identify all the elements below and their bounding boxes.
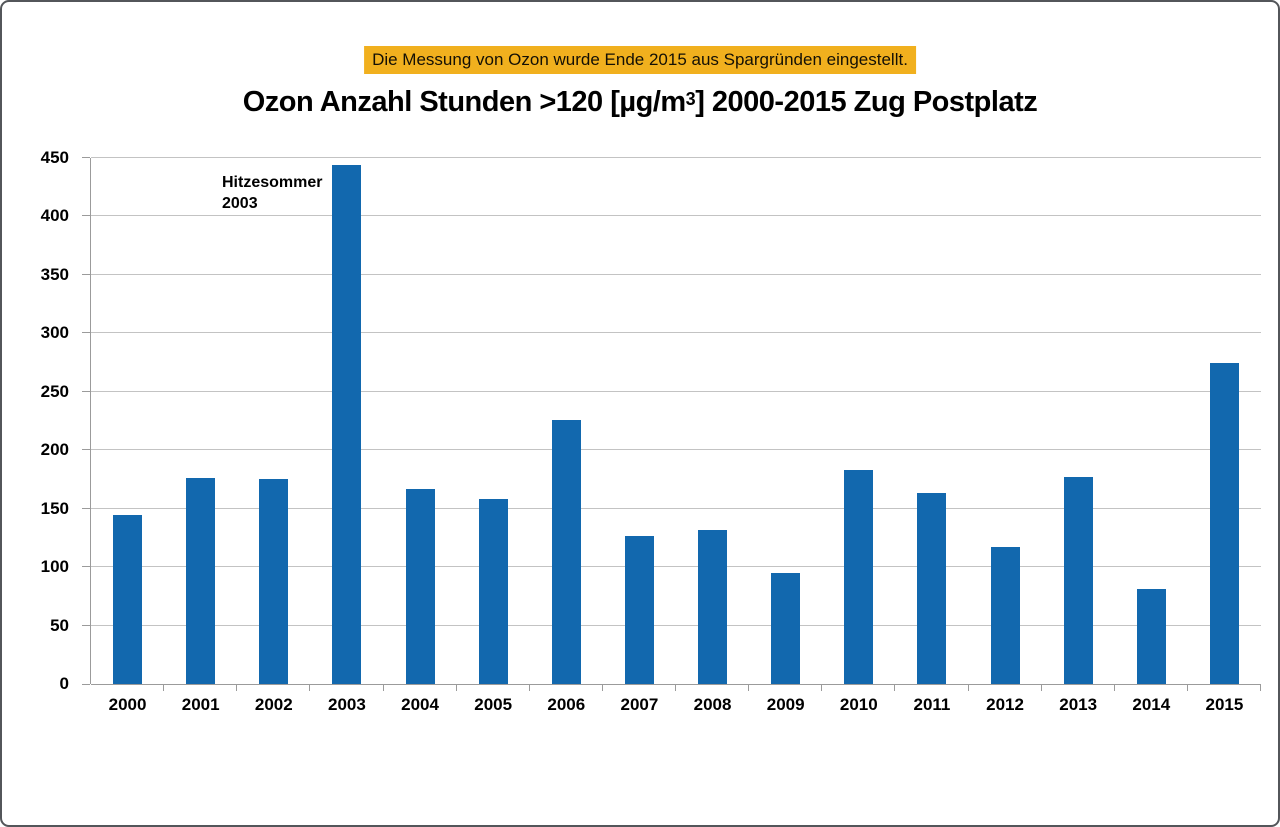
bar-2000 [113,514,143,684]
y-axis-tick [82,507,90,509]
chart-title-part2: ] 2000-2015 Zug Postplatz [695,86,1038,118]
bar-2015 [1209,362,1239,684]
y-axis-tick [82,273,90,275]
y-tick-label: 0 [59,674,69,693]
notice-banner: Die Messung von Ozon wurde Ende 2015 aus… [364,46,916,74]
gridline [91,157,1261,158]
bar-2011 [917,493,947,684]
annotation-line2: 2003 [222,195,258,212]
x-tick-label: 2004 [401,695,439,714]
x-axis-tick [528,684,530,691]
y-axis-tick [82,449,90,451]
y-tick-label: 200 [40,440,69,460]
y-axis-tick [82,566,90,568]
x-axis-tick [455,684,457,691]
x-tick-label: 2015 [1205,695,1244,714]
x-axis-tick [1113,684,1115,691]
y-tick-label: 350 [40,264,69,284]
gridline [91,390,1261,392]
x-axis-tick [1186,684,1188,691]
bar-2008 [698,529,728,684]
bar-2003 [332,165,362,684]
y-tick-label: 300 [40,323,69,343]
x-tick-label: 2002 [254,695,293,714]
x-axis-tick [675,684,676,691]
bar-2013 [1063,477,1093,684]
x-axis-tick [894,684,896,691]
y-tick-label: 50 [50,615,69,635]
bar-2014 [1136,589,1166,684]
y-tick-label: 250 [40,381,69,401]
x-tick-label: 2006 [547,695,586,714]
x-axis-tick [1260,684,1261,691]
gridline [91,449,1261,451]
y-tick-label: 450 [40,148,69,167]
x-tick-label: 2010 [839,695,878,714]
x-tick-label: 2012 [986,695,1024,714]
x-tick-label: 2007 [620,695,659,714]
bar-2007 [624,535,654,684]
x-tick-label: 2000 [108,695,147,714]
y-tick-label: 400 [40,206,69,226]
gridline [91,215,1261,217]
x-tick-label: 2014 [1132,695,1171,714]
x-axis-tick [163,684,165,691]
y-tick-label: 150 [40,498,69,518]
annotation-hitzesommer: Hitzesommer 2003 [222,172,322,214]
gridline [91,624,1261,626]
y-axis-tick [82,390,90,392]
y-axis-tick [82,332,90,334]
plot-area: 0 50 100 150 200 250 300 350 400 450 2000 2001 2002 2… [41,149,1261,714]
x-axis-tick [382,684,384,691]
bar-2005 [478,499,508,684]
x-tick-label: 2009 [766,695,805,714]
y-tick-label: 100 [40,557,69,577]
bar-2002 [259,479,289,684]
x-axis-tick [967,684,969,691]
y-axis-tick [82,215,90,217]
bar-2012 [990,547,1020,684]
x-axis-line [91,684,1261,685]
bar-2009 [771,572,801,684]
y-axis-tick [82,157,90,158]
x-axis-tick [309,684,311,691]
x-tick-label: 2013 [1059,695,1098,714]
y-axis-tick [82,624,90,626]
gridline [91,507,1261,509]
bar-2010 [844,470,874,684]
gridline [91,566,1261,568]
x-tick-label: 2008 [693,695,732,714]
chart-title-superscript: 3 [685,89,696,109]
gridline [91,332,1261,334]
x-axis-tick [1040,684,1042,691]
bar-2006 [551,419,581,684]
x-tick-label: 2011 [913,695,951,714]
bar-2001 [186,478,216,684]
chart-title: Ozon Anzahl Stunden >120 [µg/m3] 2000-20… [2,86,1278,119]
bar-2004 [405,488,435,684]
chart-title-part1: Ozon Anzahl Stunden >120 [µg/m [242,86,686,118]
x-axis-tick [748,684,750,691]
x-tick-label: 2001 [181,695,220,714]
gridline [91,273,1261,275]
x-tick-label: 2005 [474,695,513,714]
annotation-line1: Hitzesommer [222,174,323,191]
x-axis-tick [236,684,238,691]
x-axis-tick [821,684,823,691]
y-axis-tick [82,684,90,685]
x-axis-tick [601,684,603,691]
x-tick-label: 2003 [328,695,366,714]
